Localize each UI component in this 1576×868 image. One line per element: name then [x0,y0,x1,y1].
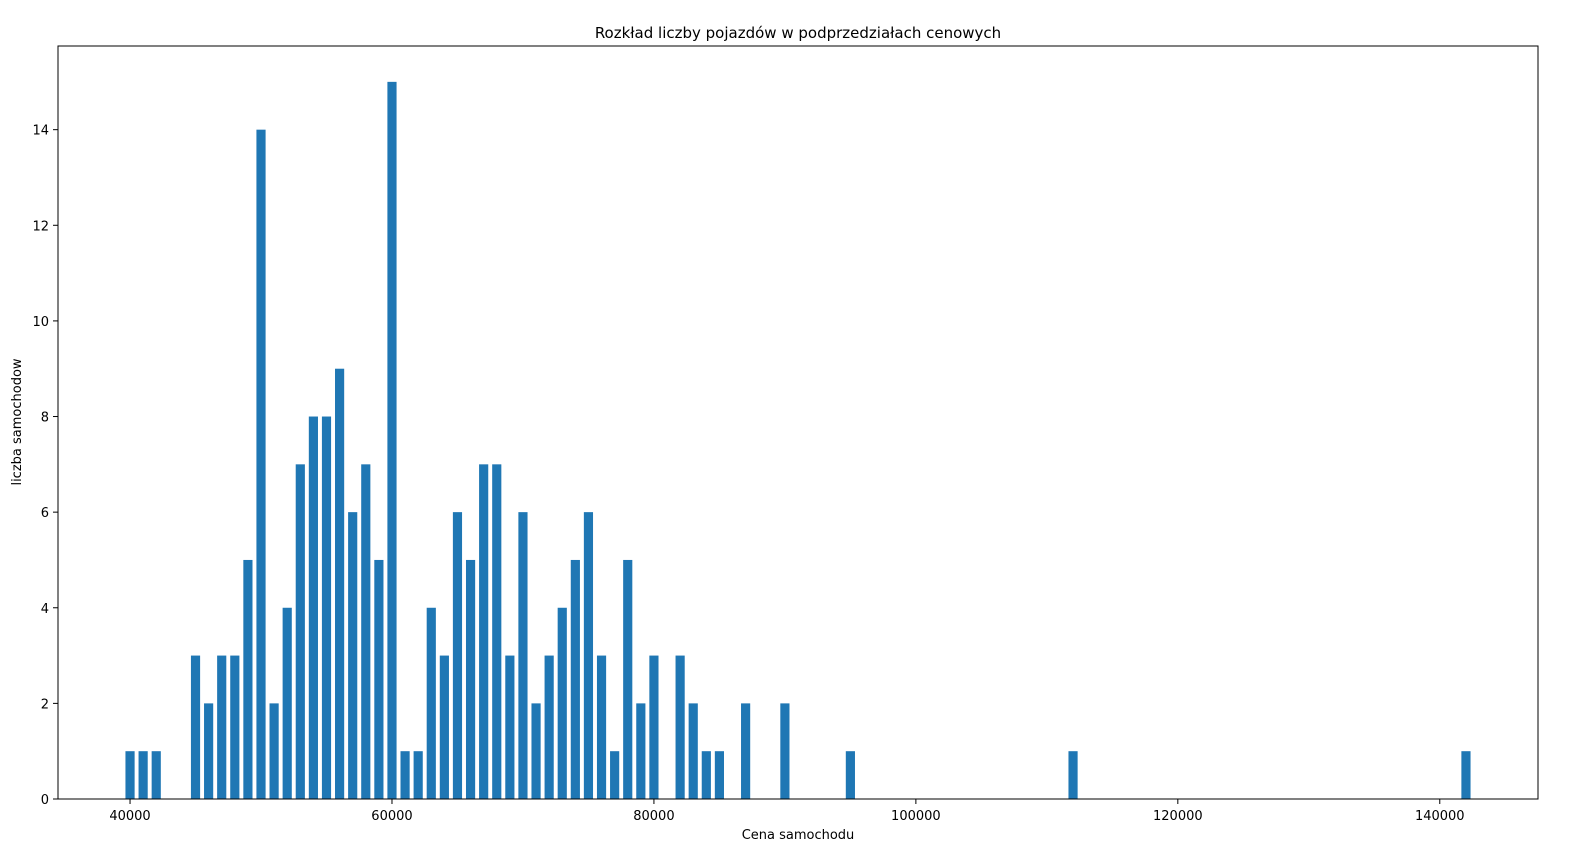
bar [465,559,476,799]
bar [741,703,751,799]
bar [204,703,214,799]
bar [845,751,855,799]
bar [479,464,489,799]
chart-title: Rozkład liczby pojazdów w podprzedziałac… [595,24,1001,42]
y-tick-label: 0 [41,793,49,808]
bar [190,655,201,799]
bar [217,655,227,799]
y-tick-label: 6 [41,506,49,521]
x-tick-label: 140000 [1415,809,1465,824]
bar [596,655,607,799]
bar [138,751,148,799]
y-axis-label: liczba samochodow [10,358,25,485]
bar [518,512,528,799]
bar [243,559,253,799]
y-tick-label: 4 [41,602,49,617]
bar [295,464,305,799]
bar [544,655,554,799]
bar [387,81,397,800]
y-tick-label: 10 [32,315,49,330]
bar [505,655,515,799]
bars-group [125,81,1471,800]
bar [413,751,423,799]
x-axis-label: Cena samochodu [742,828,855,843]
bar [610,751,620,799]
bar [1461,751,1471,799]
bar [531,703,541,799]
bar [374,559,384,799]
bar [439,655,449,799]
bar [348,512,358,799]
bar [125,751,135,799]
bar [701,751,711,799]
y-ticks: 0 2 4 6 8 10 12 14 [32,124,58,808]
bar [321,416,332,799]
bar [714,751,724,799]
x-tick-label: 80000 [633,809,674,824]
bar [1068,751,1078,799]
bar [452,512,463,799]
x-tick-label: 120000 [1153,809,1203,824]
plot-frame [57,45,1539,800]
y-tick-label: 2 [41,697,49,712]
bar [400,751,410,799]
y-tick-label: 12 [32,219,49,234]
x-ticks: 40000 60000 80000 100000 120000 140000 [109,799,1465,824]
bar [636,703,646,799]
bar [570,559,580,799]
bar [492,464,502,799]
x-tick-label: 40000 [109,809,150,824]
bar [675,655,685,799]
bar [780,703,790,799]
y-tick-label: 14 [32,124,49,139]
bar [688,703,698,799]
bar [557,607,567,799]
bar [269,703,279,799]
bar [335,368,345,799]
bar [151,751,161,799]
bar [282,607,292,799]
bar [583,512,594,799]
x-tick-label: 100000 [891,809,941,824]
y-tick-label: 8 [41,411,49,426]
bar [623,559,633,799]
bar [361,464,371,799]
bar [426,607,436,799]
bar [230,655,240,799]
bar [308,416,318,799]
bar [256,129,266,799]
x-tick-label: 60000 [371,809,412,824]
bar [649,655,659,799]
